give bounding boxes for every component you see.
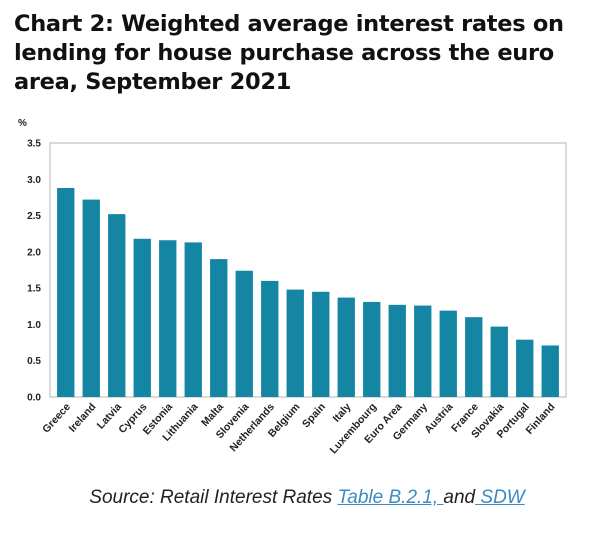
bar-chart: % 0.0 0.5 1.0 1.5 2.0 2.5 3.0 3.5 GreeceIrelandL… <box>18 118 567 456</box>
bars <box>57 187 559 397</box>
y-tick-label: 2.5 <box>27 211 41 222</box>
bar <box>210 259 228 397</box>
x-axis: GreeceIrelandLatviaCyprusEstoniaLithuani… <box>40 401 557 456</box>
source-note: Source: Retail Interest Rates Table B.2.… <box>0 487 614 509</box>
y-tick-label: 0.5 <box>27 356 41 367</box>
y-axis: % 0.0 0.5 1.0 1.5 2.0 2.5 3.0 3.5 <box>18 118 567 404</box>
y-tick-label: 3.5 <box>27 139 41 150</box>
bar <box>235 270 253 397</box>
bar <box>108 214 126 397</box>
bar <box>337 297 355 397</box>
y-tick-label: 1.0 <box>27 320 41 331</box>
table-b21-link[interactable]: Table B.2.1, <box>337 487 444 508</box>
source-prefix: Source: Retail Interest Rates <box>89 487 338 508</box>
x-tick-label: Italy <box>330 401 353 425</box>
bar <box>184 242 202 397</box>
bar <box>465 317 483 397</box>
y-tick-label: 2.0 <box>27 247 41 258</box>
x-tick-label: Spain <box>300 401 328 430</box>
x-tick-label: Ireland <box>67 401 99 435</box>
source-middle: and <box>443 487 476 508</box>
bar <box>133 238 151 397</box>
bar <box>261 280 279 397</box>
bar <box>159 240 177 397</box>
chart-title: Chart 2: Weighted average interest rates… <box>14 11 564 95</box>
y-tick-label: 0.0 <box>27 393 41 404</box>
bar <box>490 326 508 397</box>
bar <box>388 304 406 397</box>
y-tick-label: 1.5 <box>27 284 41 295</box>
bar <box>541 345 559 397</box>
bar <box>414 305 432 397</box>
x-tick-label: Austria <box>422 401 455 436</box>
y-unit-label: % <box>18 118 27 129</box>
bar <box>516 339 534 397</box>
plot-frame <box>49 142 567 398</box>
bar <box>439 310 457 397</box>
sdw-link[interactable]: SDW <box>475 487 525 508</box>
bar <box>312 291 330 397</box>
bar <box>363 301 381 397</box>
bar <box>57 187 75 397</box>
y-tick-label: 3.0 <box>27 175 41 186</box>
bar <box>82 199 100 397</box>
bar <box>286 289 304 397</box>
x-tick-label: Greece <box>40 401 73 436</box>
